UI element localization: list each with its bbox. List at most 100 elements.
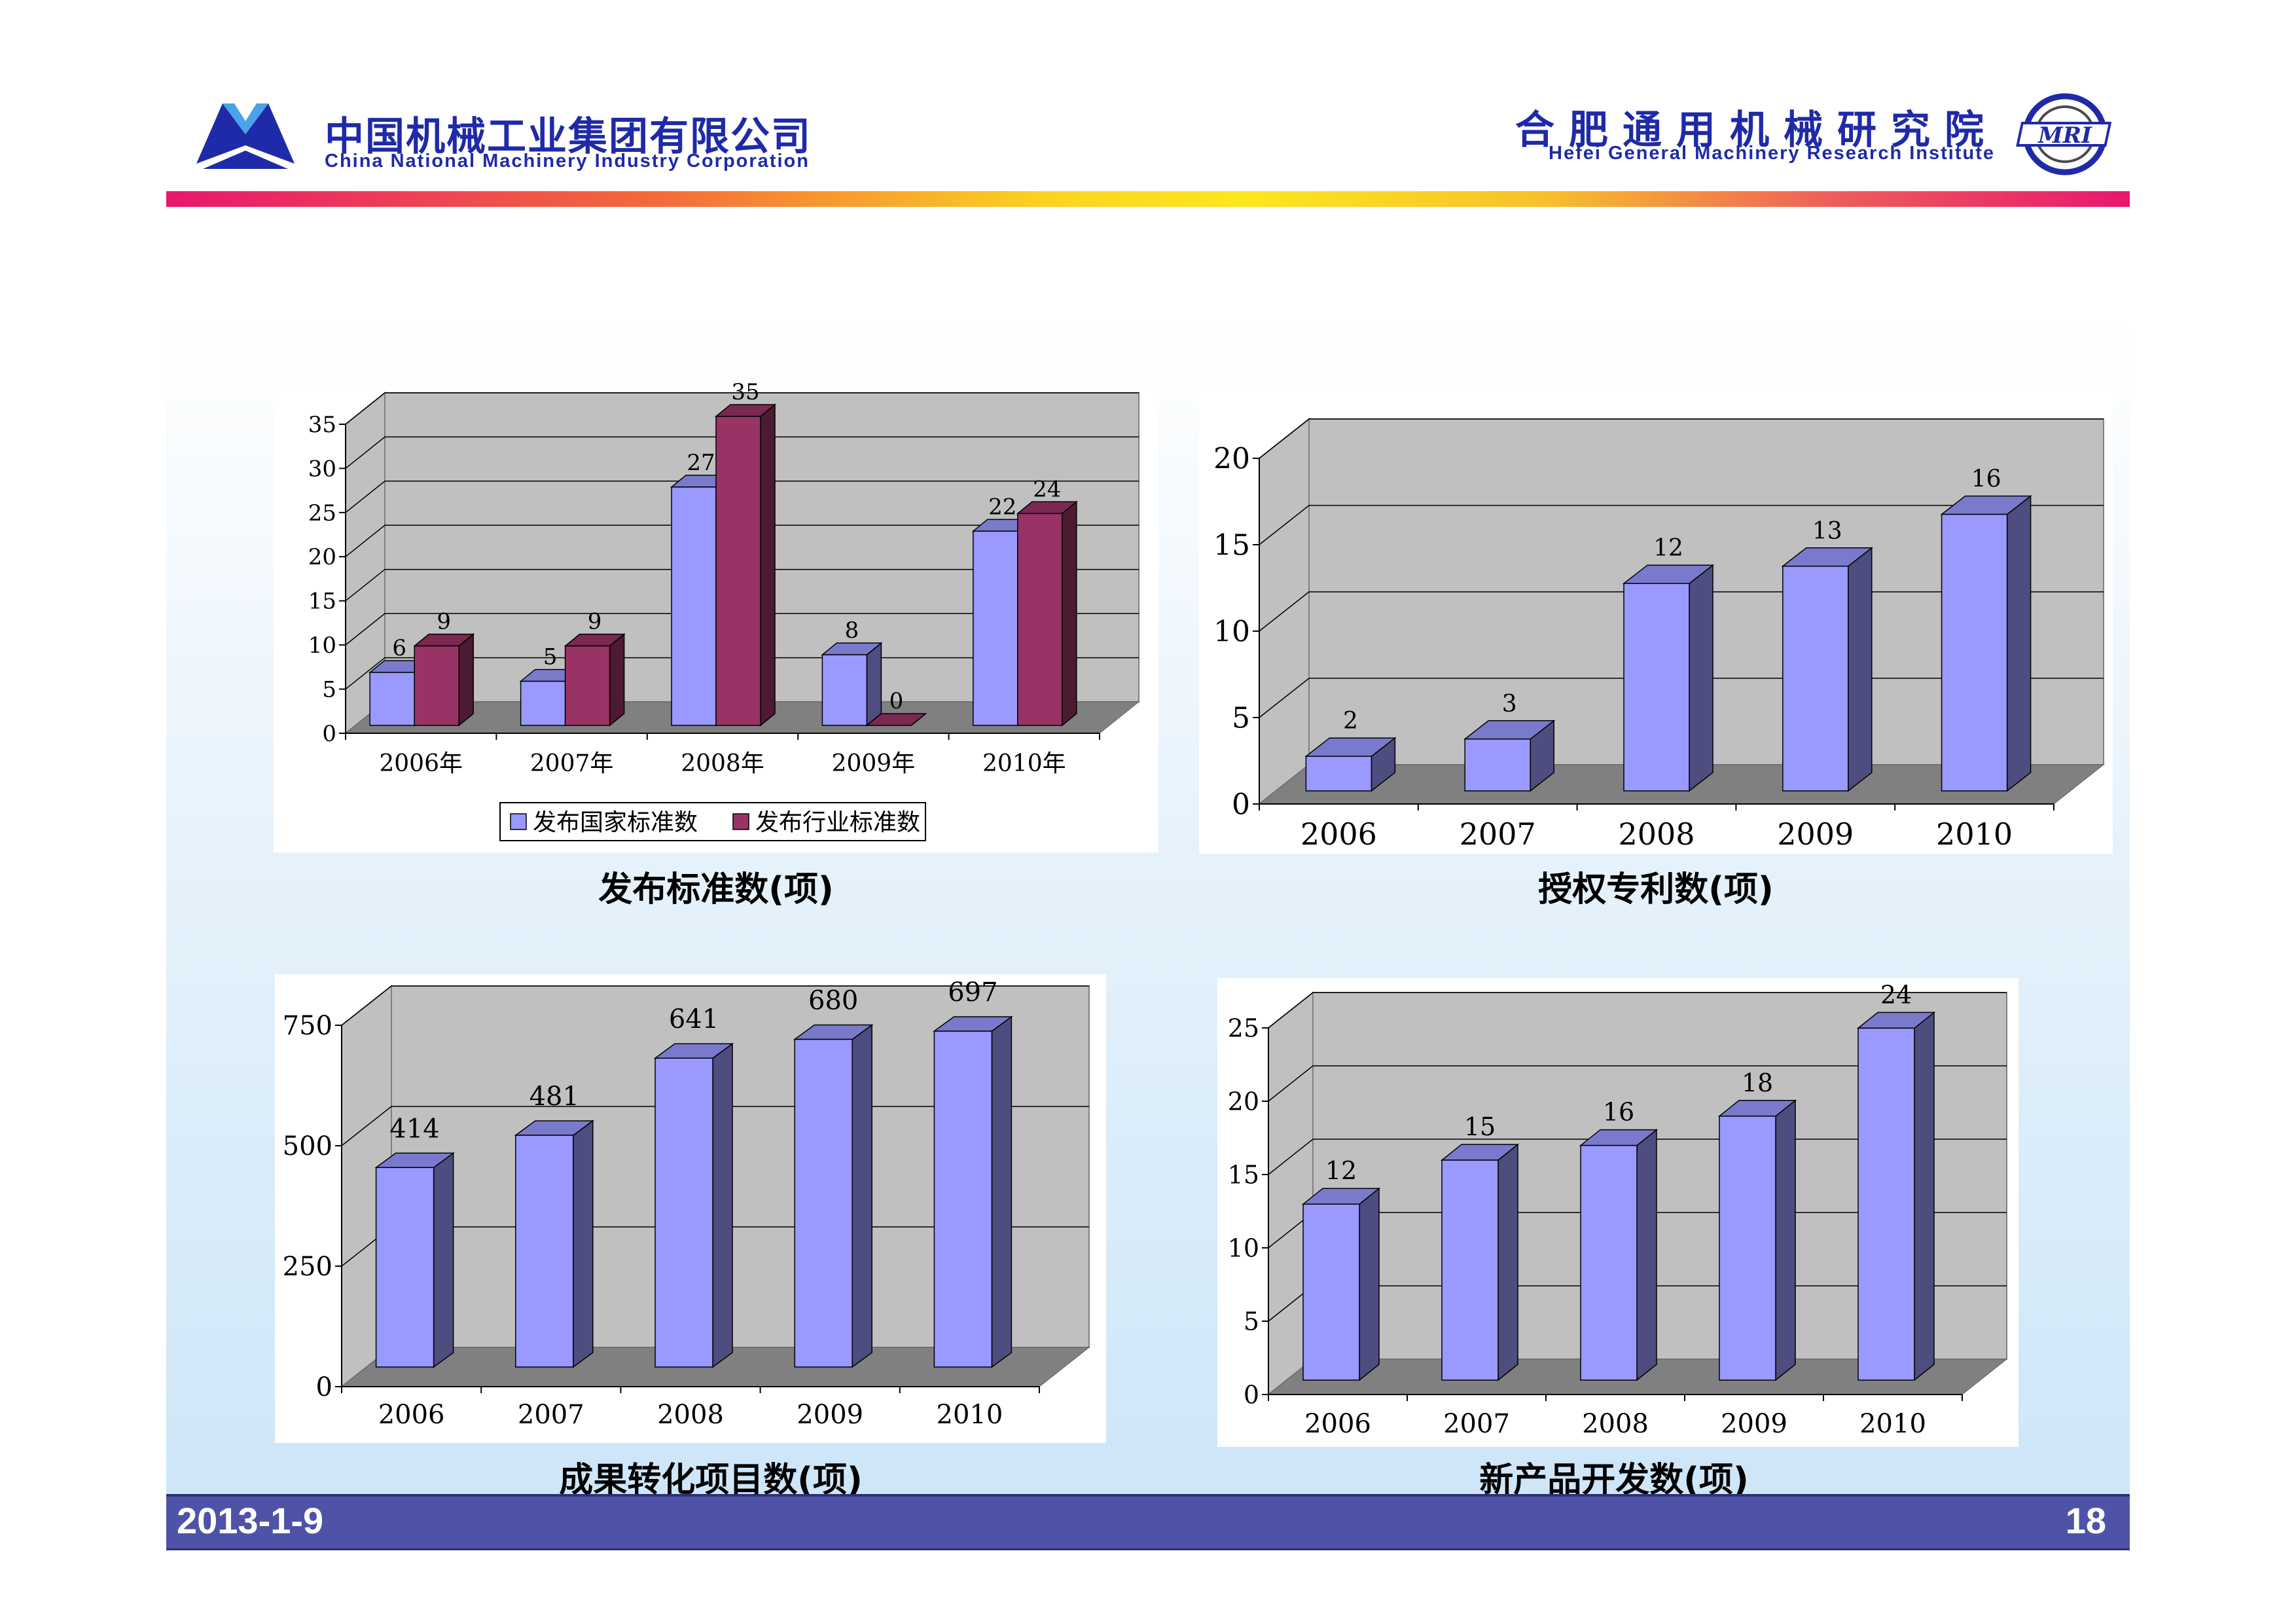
y-tick-label: 30 [308,456,336,482]
gridline [345,481,1139,513]
data-label: 12 [1325,1156,1357,1185]
bar-side [1062,500,1077,727]
patents-caption: 授权专利数(项) [1538,870,1774,909]
mri-logo: MRI [2016,92,2114,177]
data-label: 18 [1742,1068,1773,1097]
bar-front [1719,1116,1776,1381]
standards-chart: 0 5 10 15 20 25 30 35 6 9 2006年 5 9 2007年 27 35 2008年 8 0 2… [308,379,1140,841]
header-divider [166,191,2130,207]
gridline [345,392,1139,425]
data-label: 3 [1502,691,1517,718]
gridline [345,613,1139,646]
data-label: 27 [687,450,715,476]
bar-side [1914,1011,1935,1381]
institute-name-cn: 合肥通用机械研究院 [1515,107,1998,153]
x-tick-label: 2008 [1582,1409,1649,1439]
x-tick-label: 2006 [1300,816,1377,852]
svg-text:MRI: MRI [2037,122,2092,149]
y-tick-label: 25 [308,500,336,526]
y-tick-label: 5 [322,676,336,702]
gridline [345,657,1139,690]
bar [564,633,626,727]
bar [714,403,777,727]
y-tick-label: 10 [1228,1233,1259,1262]
legend: 发布国家标准数 发布行业标准数 [499,802,926,841]
bar-front [933,1030,993,1368]
bar-side [712,1042,733,1368]
new-products-chart: 0 5 10 15 20 25 12 2006 15 2007 16 2008 18 2009 24 2010 [1228,980,2008,1439]
bar-top [865,713,927,726]
bar-side [1636,1129,1657,1381]
data-label: 641 [669,1004,719,1034]
bar [821,642,883,727]
x-tick-label: 2008年 [681,750,764,777]
gridline [1259,505,2104,545]
y-tick-label: 10 [308,632,336,659]
bar-front [1017,513,1063,726]
x-tick-label: 2008 [657,1400,724,1430]
data-label: 9 [437,609,451,635]
x-tick-label: 2010 [937,1400,1003,1430]
bar [1304,737,1397,792]
bar-side [573,1120,594,1368]
data-label: 5 [543,644,558,670]
bar-front [520,680,566,726]
x-tick-label: 2010年 [982,750,1066,777]
achievements-chart: 0 250 500 750 414 2006 481 2007 641 2008 680 2009 69… [283,977,1090,1430]
gridline [345,436,1139,469]
bar-side [1848,547,1873,792]
bar-side [458,633,474,727]
gridline [1268,992,2007,1029]
data-label: 697 [948,977,997,1008]
legend-box [499,802,926,841]
data-label: 2 [1343,708,1358,735]
legend-swatch [732,813,749,830]
y-tick-label: 20 [1213,442,1250,475]
bar-front [1941,513,2008,792]
data-label: 9 [588,609,602,635]
standards-chart-panel: 0 5 10 15 20 25 30 35 6 9 2006年 5 9 2007年 27 35 2008年 8 0 2… [274,379,1158,852]
bar-front [369,672,415,726]
achievements-caption: 成果转化项目数(项) [559,1461,863,1500]
y-tick-label: 750 [283,1011,332,1041]
gridline [341,985,1089,1026]
y-tick-label: 5 [1232,701,1250,735]
data-label: 35 [731,379,759,405]
bar [1622,564,1715,792]
data-label: 680 [808,986,858,1016]
data-label: 15 [1464,1112,1496,1141]
bar [793,1024,874,1368]
y-tick-label: 20 [308,544,336,570]
y-tick-label: 15 [1228,1160,1259,1189]
bar [1016,500,1078,727]
bar [865,713,927,726]
bar-side [866,642,882,727]
y-tick-label: 10 [1213,615,1250,648]
x-tick-label: 2010 [1859,1409,1926,1439]
x-tick-label: 2009 [797,1400,863,1430]
x-tick-label: 2010 [1936,816,2013,852]
bar-front [1580,1144,1638,1381]
gridline [345,568,1139,602]
bar-front [1305,756,1372,792]
bar-front [375,1167,435,1368]
data-label: 16 [1971,466,2001,493]
gridline [345,524,1139,557]
bar-side [1689,564,1713,792]
achievements-chart-panel: 0 250 500 750 414 2006 481 2007 641 2008 680 2009 69… [275,974,1106,1443]
y-tick-label: 250 [283,1252,332,1282]
bar-side [1359,1187,1380,1381]
x-tick-label: 2007年 [530,750,614,777]
bar [413,633,475,727]
company-name-cn: 中国机械工业集团有限公司 [325,114,812,160]
y-tick-label: 15 [1213,528,1250,562]
x-tick-label: 2009年 [832,750,916,777]
gridline [1268,1065,2007,1102]
cnmic-logo [196,98,295,170]
gridline [1259,418,2104,459]
bar [1463,720,1556,792]
data-label: 0 [889,688,904,714]
y-tick-label: 0 [1244,1380,1259,1409]
bar-front [414,645,459,726]
data-label: 414 [389,1114,439,1144]
